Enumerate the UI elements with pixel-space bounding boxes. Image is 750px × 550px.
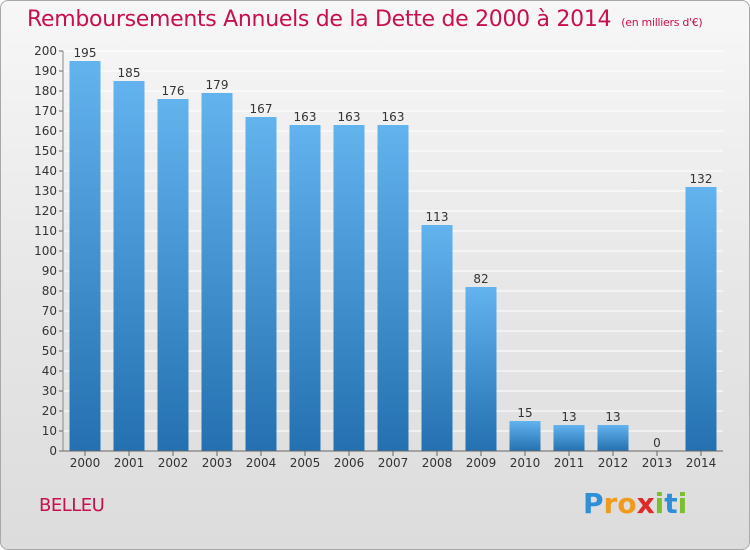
x-axis-ticks: 2000 2001 2002 2003 2004 2005 2006 2007 2008 2009… [70,451,717,470]
bars [69,61,717,451]
y-tick-label: 200 [34,44,57,58]
y-tick-label: 120 [34,204,57,218]
bar-2004 [245,117,277,451]
logo-letter: x [636,487,655,520]
x-tick-label: 2009 [466,456,497,470]
bar-2002 [157,99,189,451]
x-tick-label: 2002 [158,456,189,470]
chart-title: Remboursements Annuels de la Dette de 20… [27,7,703,32]
bar-2005 [289,125,321,451]
data-label-2007: 163 [382,110,405,124]
y-tick-label: 30 [42,384,57,398]
y-tick-label: 100 [34,244,57,258]
x-tick-label: 2010 [510,456,541,470]
x-tick-label: 2005 [290,456,321,470]
y-tick-label: 150 [34,144,57,158]
data-label-2008: 113 [426,210,449,224]
y-tick-label: 170 [34,104,57,118]
y-tick-label: 20 [42,404,57,418]
logo-letter: r [603,487,618,520]
data-label-2004: 167 [250,102,273,116]
data-label-2014: 132 [690,172,713,186]
y-tick-label: 110 [34,224,57,238]
bar-2008 [421,225,453,451]
bar-2000 [69,61,101,451]
bar-2007 [377,125,409,451]
y-tick-label: 70 [42,304,57,318]
x-tick-label: 2003 [202,456,233,470]
proxiti-logo: Proxiti [583,487,687,520]
logo-letter: o [617,487,637,520]
data-label-2002: 176 [162,84,185,98]
data-label-2006: 163 [338,110,361,124]
y-tick-label: 130 [34,184,57,198]
data-label-2012: 13 [605,410,620,424]
data-label-2000: 195 [74,46,97,60]
y-tick-label: 140 [34,164,57,178]
logo-letter: P [583,487,604,520]
data-label-2013: 0 [653,436,661,450]
y-tick-label: 10 [42,424,57,438]
x-tick-label: 2014 [686,456,717,470]
data-label-2003: 179 [206,78,229,92]
x-tick-label: 2007 [378,456,409,470]
data-labels: 195 185 176 179 167 163 163 163 113 82 15 13 13 0 132 [74,46,713,450]
logo-letter: i [677,487,688,520]
y-tick-label: 190 [34,64,57,78]
y-tick-label: 160 [34,124,57,138]
y-tick-label: 80 [42,284,57,298]
bar-2006 [333,125,365,451]
bar-2001 [113,81,145,451]
x-tick-label: 2001 [114,456,145,470]
y-tick-label: 40 [42,364,57,378]
y-axis-ticks: 0 10 20 30 40 50 60 70 80 90 100 110 120 130 140 150 160… [34,44,64,458]
bar-2010 [509,421,541,451]
y-tick-label: 180 [34,84,57,98]
x-tick-label: 2013 [642,456,673,470]
data-label-2010: 15 [517,406,532,420]
bar-2014 [685,187,717,451]
y-tick-label: 50 [42,344,57,358]
x-tick-label: 2012 [598,456,629,470]
y-tick-label: 0 [49,444,57,458]
bar-2003 [201,93,233,451]
chart-title-text: Remboursements Annuels de la Dette de 20… [27,7,612,32]
data-label-2009: 82 [473,272,488,286]
data-label-2011: 13 [561,410,576,424]
x-tick-label: 2011 [554,456,585,470]
logo-letter: t [664,487,678,520]
x-tick-label: 2006 [334,456,365,470]
data-label-2001: 185 [118,66,141,80]
chart-unit: (en milliers d'€) [621,16,703,29]
data-label-2005: 163 [294,110,317,124]
x-tick-label: 2008 [422,456,453,470]
logo-letter: i [654,487,665,520]
x-tick-label: 2000 [70,456,101,470]
place-name: BELLEU [39,495,105,516]
x-tick-label: 2004 [246,456,277,470]
bar-2011 [553,425,585,451]
y-tick-label: 60 [42,324,57,338]
y-tick-label: 90 [42,264,57,278]
bar-2009 [465,287,497,451]
bar-2012 [597,425,629,451]
